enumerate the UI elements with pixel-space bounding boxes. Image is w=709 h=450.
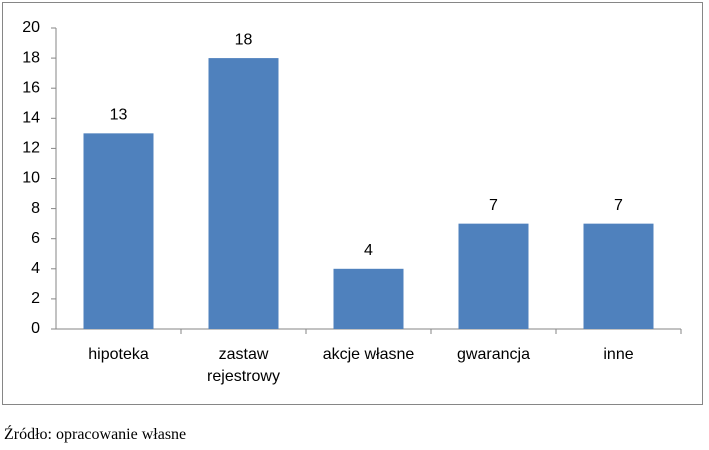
bar	[583, 223, 654, 329]
source-note: Źródło: opracowanie własne	[4, 426, 187, 443]
y-tick-label: 0	[31, 320, 40, 337]
y-tick-label: 14	[22, 110, 40, 127]
x-tick-label: zastaw rejestrowy	[207, 346, 280, 385]
x-tick-label: gwarancja	[457, 346, 530, 363]
data-label: 18	[235, 31, 253, 48]
y-tick-label: 16	[22, 79, 40, 96]
y-tick-label: 10	[22, 170, 40, 187]
data-label: 7	[614, 197, 623, 214]
data-label: 7	[489, 197, 498, 214]
bar	[83, 133, 154, 329]
y-tick-label: 8	[31, 200, 40, 217]
x-tick-label: hipoteka	[88, 346, 149, 363]
data-label: 13	[110, 107, 128, 124]
chart: 0 2 4 6 8 10 12 14 16 18 20 13 18 4 7 7	[2, 2, 703, 405]
bar	[208, 58, 279, 329]
data-label: 4	[364, 242, 373, 259]
y-tick-label: 6	[31, 230, 40, 247]
bar	[333, 268, 404, 329]
y-tick-label: 4	[31, 260, 40, 277]
x-tick-label: inne	[603, 346, 634, 363]
x-tick-label: akcje własne	[322, 346, 415, 363]
y-tick-label: 2	[31, 290, 40, 307]
y-tick-label: 18	[22, 49, 40, 66]
y-tick-label: 20	[22, 19, 40, 36]
y-tick-label: 12	[22, 140, 40, 157]
bar	[458, 223, 529, 329]
